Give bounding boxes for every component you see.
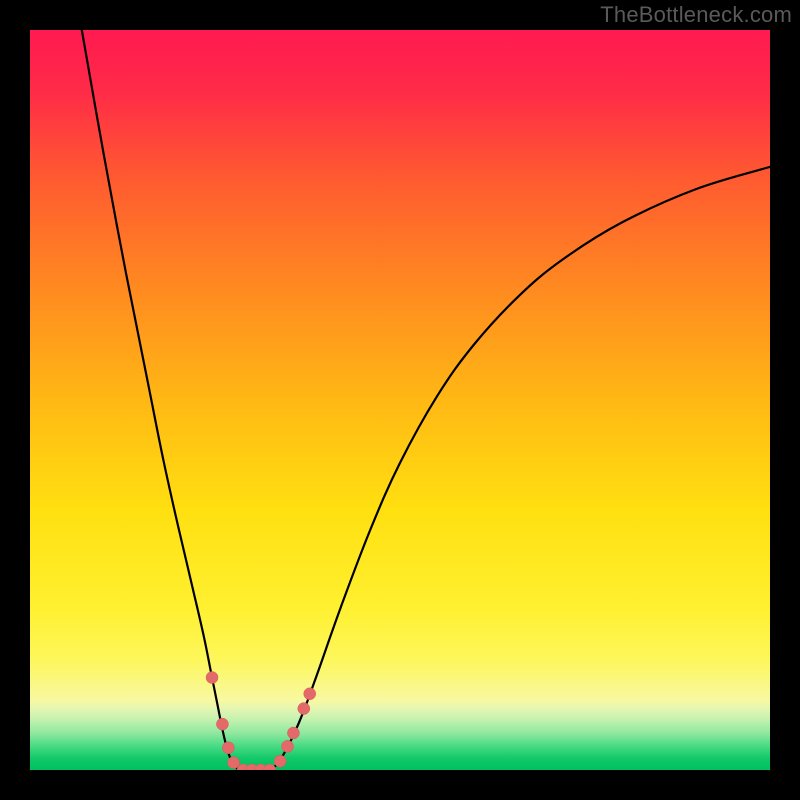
chart-container: TheBottleneck.com — [0, 0, 800, 800]
bottleneck-curve-chart — [0, 0, 800, 800]
data-point-marker — [298, 703, 310, 715]
plot-gradient-background — [30, 30, 770, 770]
data-point-marker — [222, 742, 234, 754]
data-point-marker — [216, 718, 228, 730]
watermark-text: TheBottleneck.com — [600, 2, 792, 28]
data-point-marker — [206, 672, 218, 684]
data-point-marker — [274, 755, 286, 767]
data-point-marker — [228, 757, 240, 769]
data-point-marker — [287, 727, 299, 739]
data-point-marker — [304, 688, 316, 700]
data-point-marker — [282, 740, 294, 752]
